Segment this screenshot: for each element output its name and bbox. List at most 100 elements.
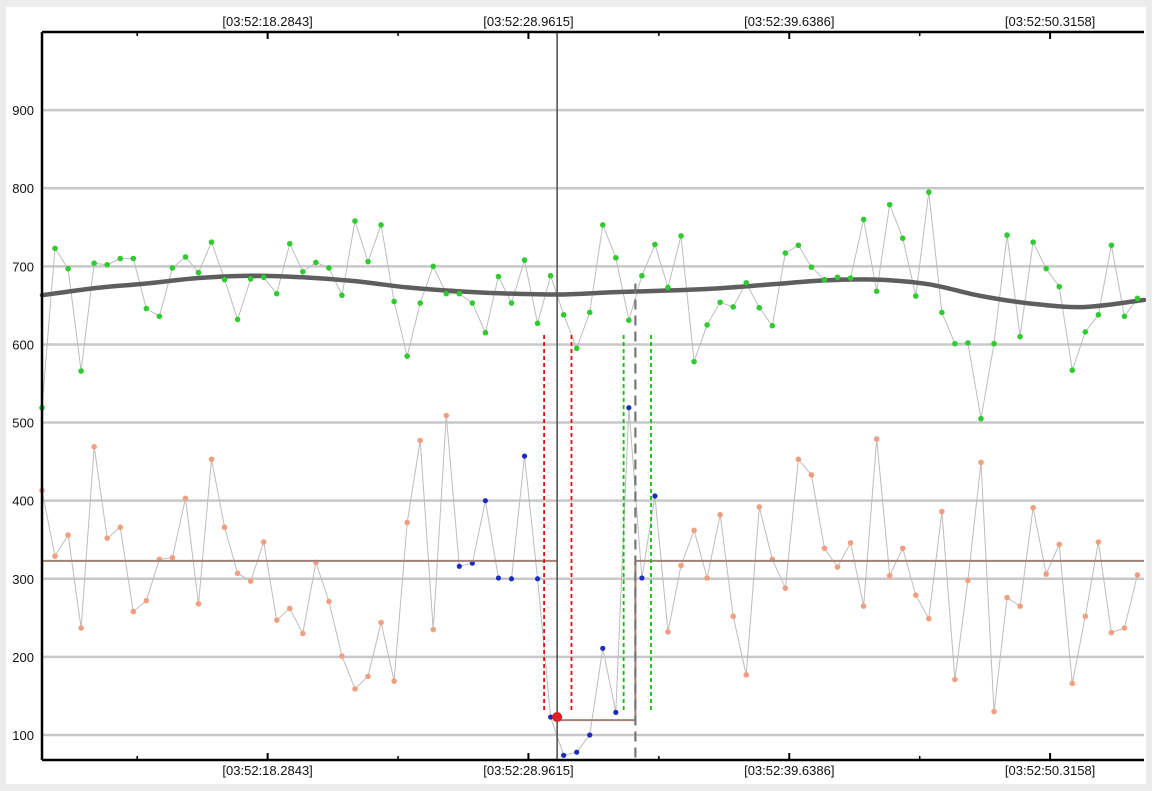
upper-point xyxy=(1134,295,1141,302)
lower-point xyxy=(756,504,763,510)
lower-point xyxy=(899,545,906,552)
upper-point xyxy=(352,218,358,224)
lower-point xyxy=(234,570,241,577)
upper-point xyxy=(91,260,97,267)
x-tick-label-bottom-3: [03:52:50.3158] xyxy=(1005,763,1095,778)
lower-point xyxy=(1108,629,1115,636)
lower-point xyxy=(143,597,150,604)
upper-point xyxy=(247,276,254,282)
upper-point xyxy=(991,340,997,347)
upper-point xyxy=(391,298,397,305)
upper-point xyxy=(78,368,84,374)
lower-point xyxy=(1056,541,1063,548)
lower-point xyxy=(221,524,228,531)
lower-point xyxy=(78,625,84,631)
upper-point xyxy=(1043,265,1049,272)
upper-point xyxy=(873,288,880,295)
upper-point xyxy=(926,189,932,195)
lower-point xyxy=(926,615,932,622)
upper-point xyxy=(1056,283,1063,290)
upper-point xyxy=(117,255,124,262)
lower-point xyxy=(404,519,410,526)
lower-point xyxy=(417,437,424,444)
segment-point xyxy=(495,575,502,581)
upper-point xyxy=(417,300,424,306)
upper-point xyxy=(691,358,697,365)
upper-point xyxy=(221,276,228,283)
x-tick-label-top-0: [03:52:18.2843] xyxy=(222,14,312,29)
upper-point xyxy=(847,275,854,281)
upper-point xyxy=(665,284,671,291)
y-tick-label-400: 400 xyxy=(12,494,34,509)
upper-point xyxy=(508,300,515,306)
upper-point xyxy=(978,415,984,422)
y-tick-label-100: 100 xyxy=(12,728,34,743)
y-tick-label-700: 700 xyxy=(12,259,34,274)
lower-point xyxy=(104,535,111,541)
chart-svg: 100 200 300 400 500 600 700 800 900 [03:52:18.284… xyxy=(12,14,1146,778)
lower-point xyxy=(326,598,332,605)
upper-point xyxy=(899,235,906,242)
upper-point xyxy=(182,254,189,260)
lower-point xyxy=(182,495,189,502)
annotations-layer xyxy=(42,32,1144,760)
upper-point xyxy=(547,272,554,279)
lower-point xyxy=(1043,571,1049,577)
upper-point xyxy=(443,290,450,297)
upper-point xyxy=(482,329,489,336)
trend-line xyxy=(39,273,1146,310)
lower-point xyxy=(821,545,828,552)
segment-point xyxy=(613,709,619,715)
upper-point xyxy=(169,265,176,271)
lower-point xyxy=(743,672,750,678)
upper-point xyxy=(143,305,150,312)
lower-point xyxy=(847,540,854,546)
lower-point xyxy=(195,600,202,607)
upper-point xyxy=(273,290,280,297)
lower-point xyxy=(965,577,971,584)
lower-point xyxy=(978,459,984,466)
lower-point xyxy=(286,605,293,612)
lower-point xyxy=(1082,613,1089,620)
lower-point xyxy=(795,456,802,463)
upper-point xyxy=(965,340,971,346)
segment-point xyxy=(561,752,567,758)
upper-point xyxy=(326,265,332,271)
lower-point xyxy=(873,436,880,442)
cursor-marker[interactable] xyxy=(552,712,563,723)
lower-point xyxy=(691,527,697,534)
lower-point xyxy=(352,686,358,692)
lower-point xyxy=(130,608,137,615)
upper-point xyxy=(1095,311,1102,318)
segment-point xyxy=(600,645,606,651)
lower-point xyxy=(704,575,710,581)
upper-point xyxy=(704,322,710,328)
upper-point xyxy=(795,242,802,249)
lower-point xyxy=(430,626,437,633)
upper-point xyxy=(313,259,319,266)
y-tick-label-200: 200 xyxy=(12,650,34,665)
lower-point xyxy=(443,412,450,419)
segment-point xyxy=(456,563,462,569)
upper-point xyxy=(378,222,384,228)
upper-point xyxy=(456,290,463,297)
upper-point xyxy=(756,304,763,311)
y-tick-label-600: 600 xyxy=(12,337,34,352)
upper-point xyxy=(430,263,437,270)
upper-point xyxy=(195,269,202,276)
lower-series-line xyxy=(41,407,1138,756)
upper-point xyxy=(860,216,867,223)
lower-point xyxy=(834,564,841,570)
lower-point xyxy=(300,630,306,637)
upper-point xyxy=(1082,329,1089,335)
lower-point xyxy=(939,508,945,515)
lower-point xyxy=(391,678,397,684)
upper-point xyxy=(717,299,723,306)
upper-point xyxy=(130,255,137,262)
upper-point xyxy=(1030,239,1036,245)
upper-point xyxy=(208,239,215,245)
lower-point xyxy=(1069,680,1076,687)
y-tick-label-900: 900 xyxy=(12,103,34,118)
upper-point xyxy=(1017,333,1023,340)
lower-point xyxy=(52,553,58,559)
